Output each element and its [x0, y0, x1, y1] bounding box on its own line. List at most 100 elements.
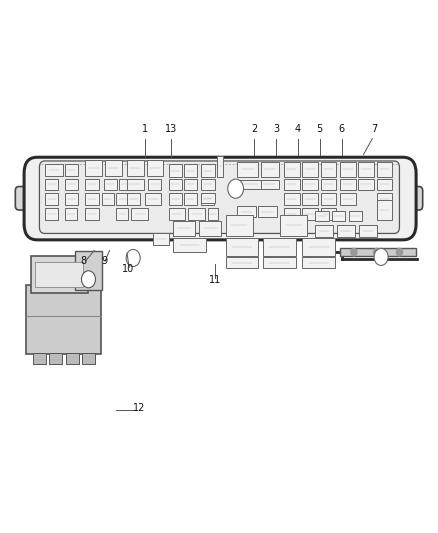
Bar [116, 193, 128, 205]
Bar [148, 179, 161, 190]
Bar [65, 164, 78, 176]
Bar [201, 179, 215, 190]
Bar [226, 238, 258, 256]
Text: 12: 12 [133, 402, 145, 413]
Bar [119, 179, 131, 190]
Bar [284, 162, 300, 177]
Bar [173, 238, 206, 252]
Bar [284, 179, 300, 190]
Bar [332, 211, 345, 221]
Circle shape [374, 248, 380, 256]
Bar [169, 179, 182, 190]
Bar [217, 156, 223, 177]
Bar [321, 179, 336, 190]
Text: 3: 3 [273, 124, 279, 134]
Bar [226, 215, 253, 236]
Bar [263, 238, 296, 256]
Bar [358, 179, 374, 190]
Bar [105, 160, 122, 176]
Bar [75, 251, 102, 290]
Text: 1: 1 [141, 124, 148, 134]
Bar [238, 180, 263, 189]
Bar [102, 193, 114, 205]
Text: 6: 6 [339, 124, 345, 134]
Bar [284, 193, 300, 205]
Text: 5: 5 [317, 124, 323, 134]
Bar [201, 164, 215, 177]
Text: 4: 4 [295, 124, 301, 134]
FancyBboxPatch shape [39, 161, 399, 233]
Bar [45, 208, 58, 220]
Bar [66, 353, 79, 364]
Bar [127, 193, 140, 205]
Bar [184, 179, 197, 190]
Bar [315, 211, 328, 221]
Bar [65, 193, 78, 205]
FancyBboxPatch shape [15, 187, 26, 210]
Bar [201, 193, 215, 203]
Bar [33, 353, 46, 364]
Bar [302, 257, 335, 268]
Bar [199, 221, 221, 236]
Bar [31, 256, 88, 293]
Bar [169, 193, 182, 205]
Bar [85, 208, 99, 220]
Bar [359, 225, 377, 237]
Bar [147, 160, 163, 176]
Bar [45, 193, 58, 205]
Bar [45, 179, 58, 190]
Bar [340, 179, 356, 190]
Bar [280, 215, 307, 236]
Bar [340, 162, 356, 177]
Circle shape [374, 248, 388, 265]
Bar [302, 162, 318, 177]
Text: 10: 10 [122, 264, 134, 274]
Text: 7: 7 [371, 124, 378, 134]
Bar [258, 206, 277, 217]
Bar [201, 193, 214, 205]
Bar [116, 208, 128, 220]
Bar [302, 238, 335, 256]
FancyBboxPatch shape [24, 157, 416, 240]
Bar [35, 262, 83, 287]
Circle shape [396, 248, 403, 256]
Bar [145, 193, 161, 205]
Bar [85, 193, 99, 205]
Bar [26, 285, 101, 354]
Circle shape [81, 271, 95, 288]
Text: 9: 9 [101, 256, 107, 266]
Bar [184, 193, 197, 205]
Text: 2: 2 [251, 124, 257, 134]
Bar [65, 208, 77, 220]
Bar [65, 179, 78, 190]
Bar [173, 221, 195, 236]
Text: 8: 8 [80, 256, 86, 266]
Bar [45, 164, 63, 176]
Bar [321, 162, 336, 177]
Text: 11: 11 [208, 274, 221, 285]
Bar [85, 160, 102, 176]
Bar [127, 179, 144, 190]
Circle shape [228, 179, 244, 198]
Bar [377, 193, 392, 205]
Bar [85, 179, 99, 190]
Bar [377, 200, 392, 220]
Bar [349, 211, 362, 221]
Bar [261, 162, 279, 177]
Bar [261, 180, 279, 189]
Bar [302, 208, 318, 220]
Bar [337, 225, 355, 237]
Bar [188, 208, 205, 220]
Bar [340, 193, 356, 205]
Bar [377, 179, 392, 190]
Bar [340, 248, 416, 256]
Bar [284, 208, 300, 220]
Bar [237, 162, 258, 177]
Bar [49, 353, 62, 364]
Bar [82, 353, 95, 364]
Bar [131, 208, 148, 220]
Circle shape [126, 249, 140, 266]
Bar [208, 208, 218, 220]
FancyBboxPatch shape [412, 187, 423, 210]
Bar [321, 208, 336, 220]
